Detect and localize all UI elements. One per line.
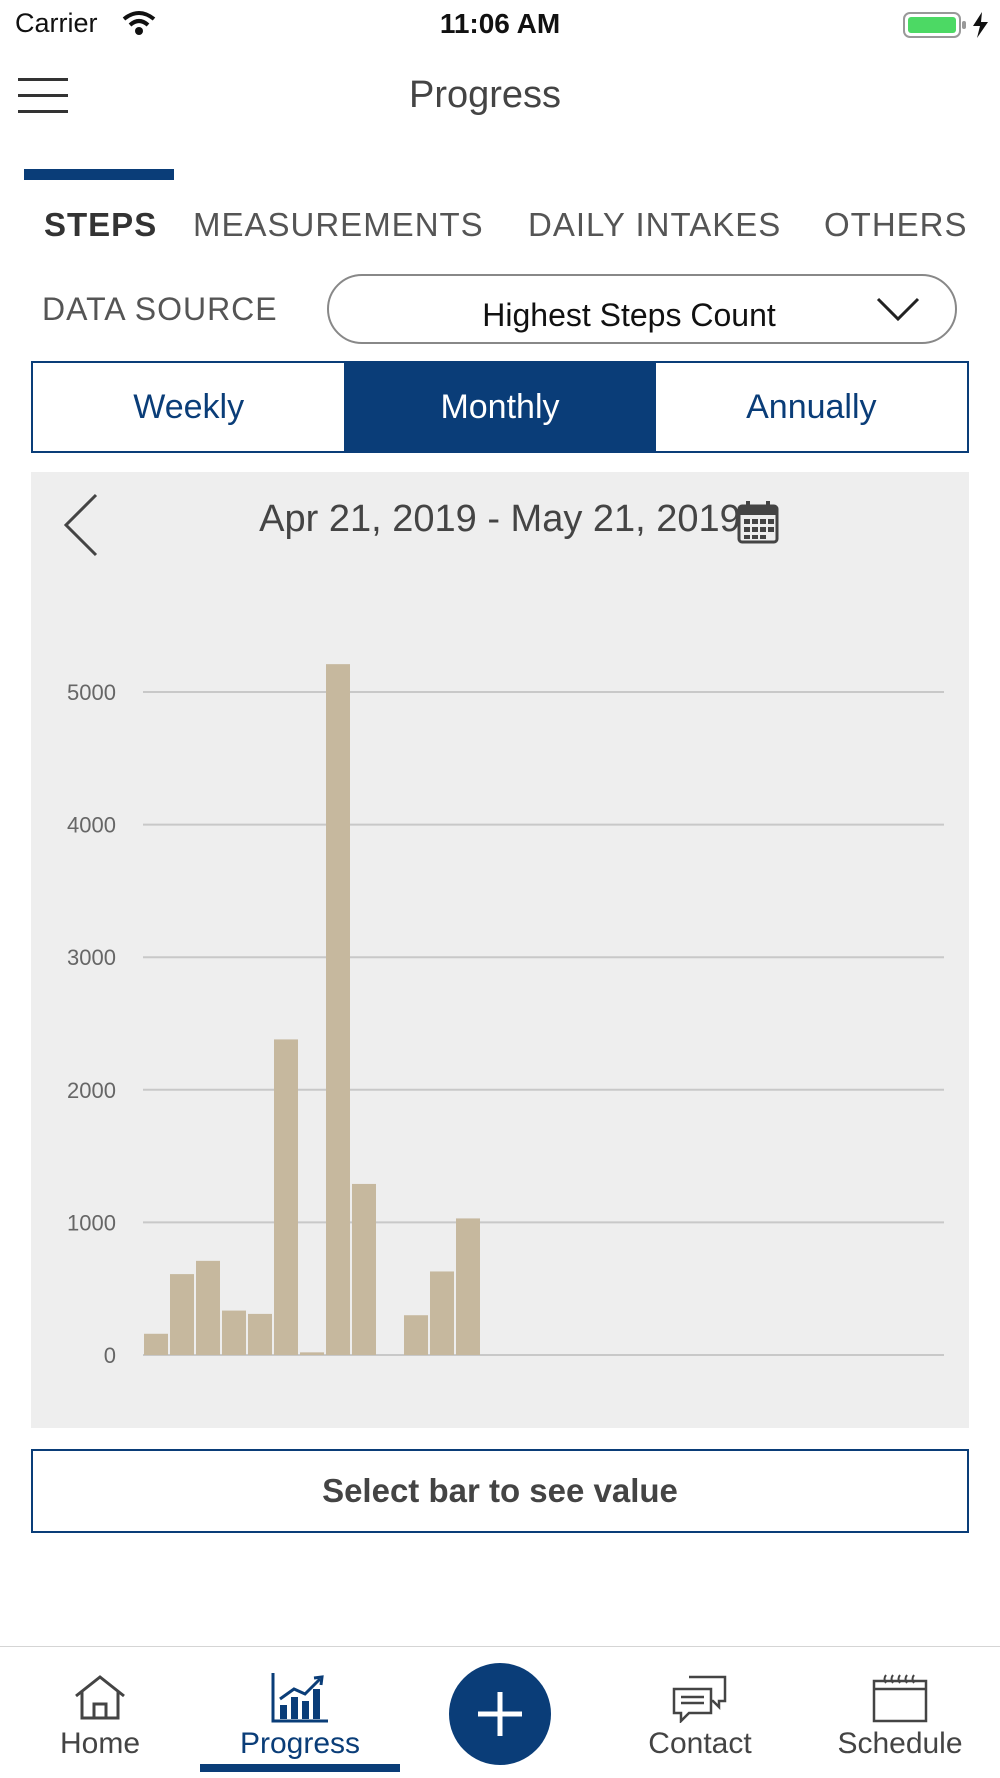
wifi-icon: [122, 11, 156, 35]
selected-bar-value-box: Select bar to see value: [31, 1449, 969, 1533]
chart-bar[interactable]: [274, 1039, 298, 1355]
nav-schedule-label: Schedule: [837, 1727, 963, 1760]
chart-bar[interactable]: [456, 1218, 480, 1355]
calendar-icon: [872, 1674, 928, 1723]
hamburger-icon-line: [18, 110, 68, 113]
chart-bar[interactable]: [170, 1274, 194, 1355]
date-range-text: Apr 21, 2019 - May 21, 2019: [259, 498, 741, 540]
chevron-left-icon: [63, 493, 98, 557]
period-monthly-button[interactable]: Monthly: [344, 363, 656, 451]
nav-active-indicator: [200, 1764, 400, 1772]
nav-progress[interactable]: Progress: [220, 1665, 380, 1778]
chart-bar[interactable]: [144, 1333, 168, 1355]
chart-bar[interactable]: [404, 1315, 428, 1355]
data-source-dropdown[interactable]: Highest Steps Count: [327, 274, 957, 344]
chart-bar[interactable]: [430, 1271, 454, 1355]
tab-daily-intakes[interactable]: DAILY INTAKES: [528, 206, 782, 243]
period-weekly-button[interactable]: Weekly: [133, 387, 245, 426]
bottom-nav-divider: [0, 1646, 1000, 1647]
chat-icon: [672, 1675, 727, 1723]
previous-period-button[interactable]: [63, 492, 99, 558]
y-tick-label: 0: [104, 1343, 116, 1368]
nav-contact-label: Contact: [648, 1727, 752, 1760]
home-icon: [75, 1675, 125, 1720]
y-tick-label: 5000: [67, 680, 116, 705]
menu-button[interactable]: [18, 78, 68, 114]
y-tick-label: 2000: [67, 1078, 116, 1103]
chart-bar[interactable]: [300, 1352, 324, 1355]
active-tab-indicator: [24, 169, 174, 180]
tab-measurements[interactable]: MEASUREMENTS: [193, 206, 484, 243]
hamburger-icon: [18, 78, 68, 81]
nav-home[interactable]: Home: [20, 1665, 180, 1778]
date-range-label: Apr 21, 2019 - May 21, 2019: [31, 498, 969, 541]
battery-icon: [903, 12, 988, 38]
progress-chart-icon: [271, 1673, 328, 1723]
calendar-icon[interactable]: [737, 500, 779, 544]
nav-home-label: Home: [59, 1727, 141, 1760]
nav-schedule[interactable]: Schedule: [820, 1665, 980, 1778]
tab-steps[interactable]: STEPS: [44, 206, 158, 243]
chart-panel: Apr 21, 2019 - May 21, 2019 0 1000 2000 300…: [31, 472, 969, 1428]
hamburger-icon-line: [18, 94, 68, 97]
nav-contact[interactable]: Contact: [620, 1665, 780, 1778]
chart-bar[interactable]: [352, 1183, 376, 1355]
chart-bar[interactable]: [326, 664, 350, 1355]
chart-bar[interactable]: [248, 1313, 272, 1355]
status-time: 11:06 AM: [439, 8, 561, 39]
plus-icon: [478, 1692, 522, 1736]
data-source-value: Highest Steps Count: [482, 297, 776, 333]
nav-progress-label: Progress: [239, 1727, 361, 1760]
chart-bar[interactable]: [196, 1260, 220, 1355]
data-source-label: DATA SOURCE: [42, 291, 278, 327]
y-tick-label: 1000: [67, 1210, 116, 1235]
chart-bar[interactable]: [222, 1310, 246, 1355]
carrier-label: Carrier: [15, 8, 98, 38]
tab-others[interactable]: OTHERS: [824, 206, 968, 243]
page-title: Progress: [408, 74, 562, 116]
steps-bar-chart[interactable]: 0 1000 2000 3000 4000 5000: [31, 472, 969, 1428]
y-tick-label: 4000: [67, 813, 116, 838]
selected-bar-hint: Select bar to see value: [322, 1472, 678, 1509]
chevron-down-icon: [876, 297, 920, 322]
period-selector: Weekly Monthly Annually: [31, 361, 969, 453]
period-annually-button[interactable]: Annually: [746, 387, 877, 426]
y-tick-label: 3000: [67, 945, 116, 970]
add-button[interactable]: [449, 1663, 551, 1765]
